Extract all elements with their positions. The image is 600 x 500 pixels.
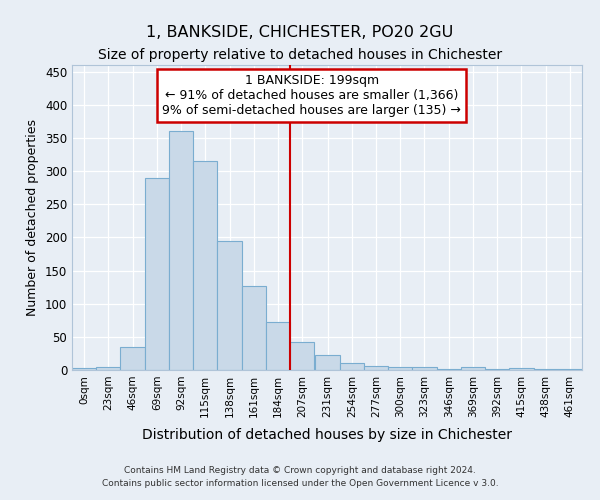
Bar bbox=[316, 356, 340, 370]
Bar bbox=[217, 240, 242, 370]
Bar bbox=[121, 347, 145, 370]
Text: 1, BANKSIDE, CHICHESTER, PO20 2GU: 1, BANKSIDE, CHICHESTER, PO20 2GU bbox=[146, 25, 454, 40]
Bar bbox=[509, 368, 533, 370]
Bar bbox=[145, 178, 169, 370]
Bar bbox=[412, 368, 437, 370]
Bar bbox=[364, 366, 388, 370]
Bar bbox=[533, 368, 558, 370]
Bar bbox=[72, 368, 96, 370]
Text: 1 BANKSIDE: 199sqm
← 91% of detached houses are smaller (1,366)
9% of semi-detac: 1 BANKSIDE: 199sqm ← 91% of detached hou… bbox=[162, 74, 461, 117]
Y-axis label: Number of detached properties: Number of detached properties bbox=[26, 119, 40, 316]
Bar bbox=[437, 368, 461, 370]
Bar bbox=[461, 366, 485, 370]
Bar bbox=[340, 364, 364, 370]
Bar bbox=[193, 161, 217, 370]
Bar bbox=[485, 368, 509, 370]
Text: Contains HM Land Registry data © Crown copyright and database right 2024.
Contai: Contains HM Land Registry data © Crown c… bbox=[101, 466, 499, 487]
Bar bbox=[388, 366, 412, 370]
Bar bbox=[290, 342, 314, 370]
Bar bbox=[96, 366, 121, 370]
Text: Size of property relative to detached houses in Chichester: Size of property relative to detached ho… bbox=[98, 48, 502, 62]
Bar bbox=[266, 322, 290, 370]
X-axis label: Distribution of detached houses by size in Chichester: Distribution of detached houses by size … bbox=[142, 428, 512, 442]
Bar bbox=[242, 286, 266, 370]
Bar bbox=[169, 132, 193, 370]
